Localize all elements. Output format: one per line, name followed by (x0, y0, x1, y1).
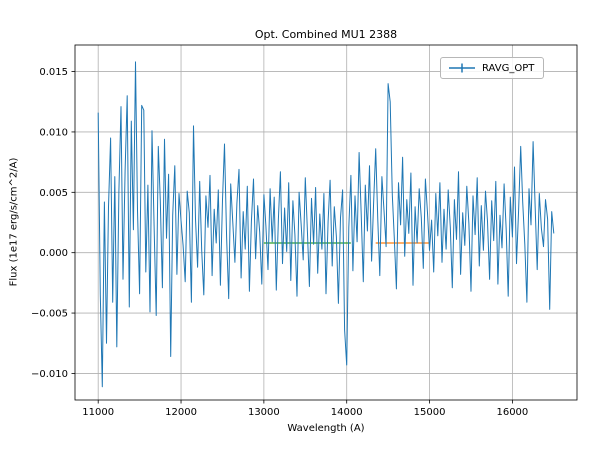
x-axis-label: Wavelength (A) (287, 423, 365, 434)
y-tick-label: 0.005 (39, 188, 68, 199)
legend-line-sample (449, 63, 475, 73)
x-tick-label: 16000 (496, 407, 528, 418)
x-tick-label: 14000 (331, 407, 363, 418)
y-axis-label: Flux (1e17 erg/s/cm^2/A) (8, 157, 20, 287)
y-tick-label: 0.000 (39, 248, 68, 259)
x-tick-label: 11000 (82, 407, 114, 418)
chart-title: Opt. Combined MU1 2388 (254, 28, 398, 41)
y-tick-label: 0.015 (39, 67, 68, 78)
y-tick-label: 0.010 (39, 127, 68, 138)
legend: RAVG_OPT (440, 57, 545, 79)
x-tick-label: 12000 (165, 407, 197, 418)
spectrum-line (97, 61, 555, 388)
y-tick-label: −0.005 (31, 309, 68, 320)
legend-label: RAVG_OPT (482, 62, 535, 74)
axes-frame (74, 44, 578, 401)
y-tick-label: −0.010 (31, 369, 68, 380)
x-tick-label: 13000 (248, 407, 280, 418)
x-tick-label: 15000 (414, 407, 446, 418)
